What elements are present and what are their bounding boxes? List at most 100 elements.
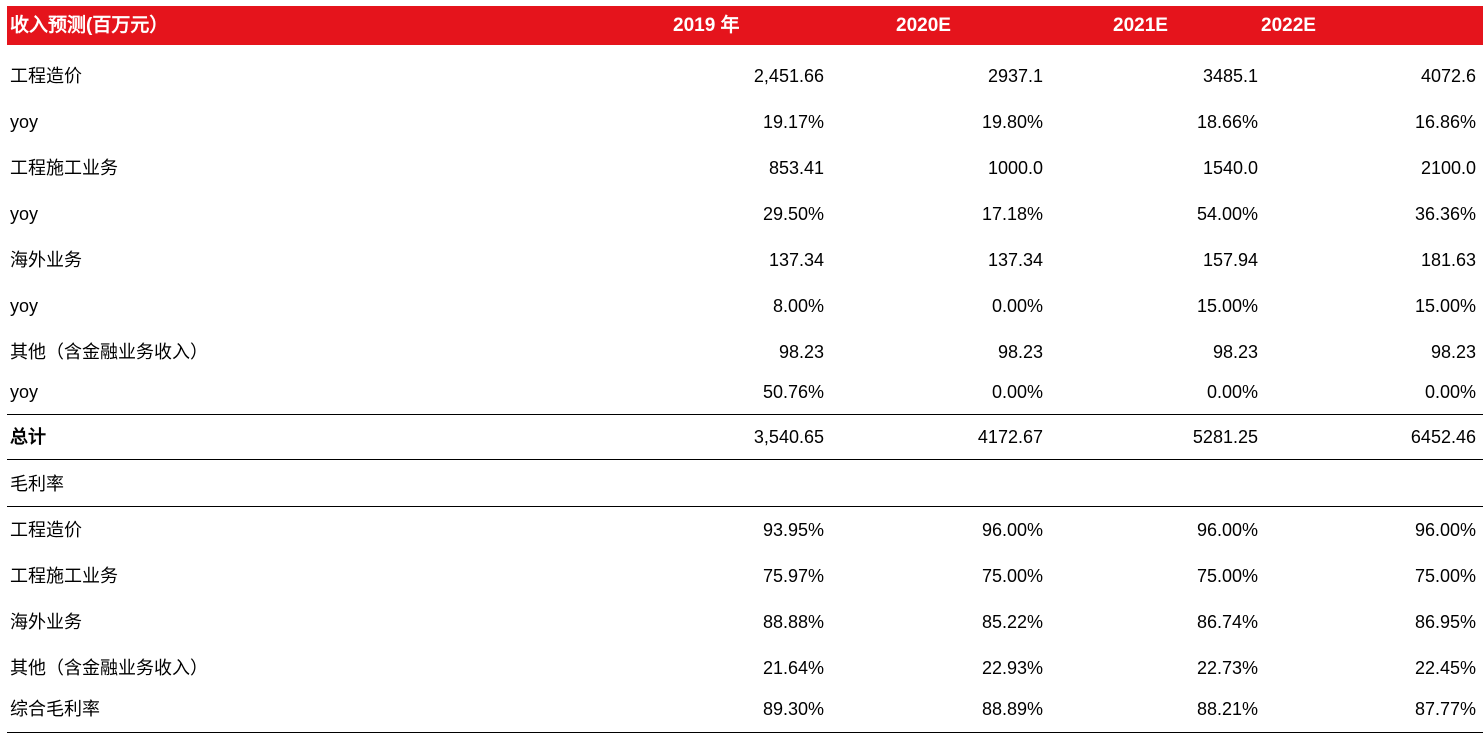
cell-2020e [843, 461, 1043, 507]
cell-2021e: 18.66% [1196, 112, 1258, 132]
cell-2019: 89.30% [762, 699, 824, 719]
header-year-2020e: 2020E [896, 15, 951, 36]
section-title-row: 毛利率 [0, 461, 1483, 507]
cell-2021e: 75.00% [1196, 566, 1258, 586]
cell-2022e: 4072.6 [1420, 66, 1476, 86]
cell-2020e: 22.93% [981, 658, 1043, 678]
table-row: 海外业务 88.88% 85.22% 86.74% 86.95% [0, 599, 1483, 645]
row-label: yoy [10, 296, 39, 316]
cell-2020e: 4172.67 [977, 427, 1043, 447]
divider-line [7, 459, 1483, 460]
cell-2022e: 75.00% [1414, 566, 1476, 586]
cell-2021e: 22.73% [1196, 658, 1258, 678]
cell-2022e: 15.00% [1414, 296, 1476, 316]
cell-2020e: 0.00% [991, 296, 1043, 316]
cell-2020e: 98.23 [997, 342, 1043, 362]
row-label: 工程施工业务 [10, 158, 118, 178]
cell-2019: 93.95% [762, 520, 824, 540]
row-label: yoy [10, 382, 39, 402]
cell-2021e: 15.00% [1196, 296, 1258, 316]
cell-2019: 19.17% [762, 112, 824, 132]
cell-2021e: 157.94 [1202, 250, 1258, 270]
cell-2022e: 98.23 [1430, 342, 1476, 362]
cell-2019: 8.00% [772, 296, 824, 316]
cell-2021e: 88.21% [1196, 699, 1258, 719]
cell-2019: 29.50% [762, 204, 824, 224]
section-title: 毛利率 [10, 474, 64, 494]
cell-2021e: 98.23 [1212, 342, 1258, 362]
cell-2020e: 137.34 [987, 250, 1043, 270]
cell-2022e: 86.95% [1414, 612, 1476, 632]
cell-2021e: 3485.1 [1202, 66, 1258, 86]
cell-2020e: 85.22% [981, 612, 1043, 632]
cell-2019: 50.76% [762, 382, 824, 402]
row-label: 其他（含金融业务收入） [10, 342, 208, 362]
table-row: yoy 19.17% 19.80% 18.66% 16.86% [0, 99, 1483, 145]
header-label: 收入预测(百万元） [10, 15, 169, 36]
cell-2021e: 96.00% [1196, 520, 1258, 540]
table-row: 工程施工业务 853.41 1000.0 1540.0 2100.0 [0, 145, 1483, 191]
row-label: 海外业务 [10, 250, 82, 270]
cell-2020e: 0.00% [991, 382, 1043, 402]
cell-2022e: 87.77% [1414, 699, 1476, 719]
table-row: yoy 50.76% 0.00% 0.00% 0.00% [0, 369, 1483, 415]
cell-2022e: 96.00% [1414, 520, 1476, 540]
cell-2020e: 96.00% [981, 520, 1043, 540]
cell-2021e: 1540.0 [1202, 158, 1258, 178]
row-label: 综合毛利率 [10, 699, 100, 719]
cell-2020e: 17.18% [981, 204, 1043, 224]
table-row: 工程施工业务 75.97% 75.00% 75.00% 75.00% [0, 553, 1483, 599]
row-label: 工程施工业务 [10, 566, 118, 586]
divider-line [7, 506, 1483, 507]
cell-2022e: 22.45% [1414, 658, 1476, 678]
table-row: 工程造价 2,451.66 2937.1 3485.1 4072.6 [0, 53, 1483, 99]
header-year-2022e: 2022E [1261, 15, 1316, 36]
cell-2019 [624, 461, 824, 507]
cell-2022e [1276, 461, 1476, 507]
table-row: 工程造价 93.95% 96.00% 96.00% 96.00% [0, 507, 1483, 553]
cell-2021e: 5281.25 [1192, 427, 1258, 447]
cell-2019: 88.88% [762, 612, 824, 632]
table-row: 海外业务 137.34 137.34 157.94 181.63 [0, 237, 1483, 283]
row-label: 工程造价 [10, 66, 82, 86]
cell-2020e: 75.00% [981, 566, 1043, 586]
cell-2020e: 2937.1 [987, 66, 1043, 86]
cell-2022e: 6452.46 [1410, 427, 1476, 447]
cell-2020e: 1000.0 [987, 158, 1043, 178]
header-year-2019: 2019 年 [673, 15, 740, 36]
cell-2021e: 86.74% [1196, 612, 1258, 632]
cell-2019: 853.41 [768, 158, 824, 178]
cell-2022e: 2100.0 [1420, 158, 1476, 178]
table-row: yoy 29.50% 17.18% 54.00% 36.36% [0, 191, 1483, 237]
table-row: 其他（含金融业务收入） 21.64% 22.93% 22.73% 22.45% [0, 645, 1483, 691]
table-row: yoy 8.00% 0.00% 15.00% 15.00% [0, 283, 1483, 329]
cell-2019: 3,540.65 [753, 427, 824, 447]
cell-2022e: 0.00% [1424, 382, 1476, 402]
table-header-bar [7, 6, 1483, 45]
cell-2021e [1058, 461, 1258, 507]
table-row: 其他（含金融业务收入） 98.23 98.23 98.23 98.23 [0, 329, 1483, 375]
row-label: yoy [10, 204, 39, 224]
row-label: 总计 [10, 427, 46, 447]
total-row: 总计 3,540.65 4172.67 5281.25 6452.46 [0, 414, 1483, 460]
cell-2022e: 16.86% [1414, 112, 1476, 132]
cell-2022e: 36.36% [1414, 204, 1476, 224]
cell-2019: 21.64% [762, 658, 824, 678]
cell-2020e: 19.80% [981, 112, 1043, 132]
divider-line [7, 414, 1483, 415]
cell-2019: 75.97% [762, 566, 824, 586]
bottom-divider-line [7, 732, 1483, 733]
cell-2022e: 181.63 [1420, 250, 1476, 270]
row-label: 工程造价 [10, 520, 82, 540]
row-label: yoy [10, 112, 39, 132]
row-label: 海外业务 [10, 612, 82, 632]
cell-2021e: 54.00% [1196, 204, 1258, 224]
row-label: 其他（含金融业务收入） [10, 658, 208, 678]
table-row: 综合毛利率 89.30% 88.89% 88.21% 87.77% [0, 686, 1483, 732]
header-year-2021e: 2021E [1113, 15, 1168, 36]
cell-2020e: 88.89% [981, 699, 1043, 719]
cell-2021e: 0.00% [1206, 382, 1258, 402]
cell-2019: 137.34 [768, 250, 824, 270]
cell-2019: 2,451.66 [753, 66, 824, 86]
cell-2019: 98.23 [778, 342, 824, 362]
